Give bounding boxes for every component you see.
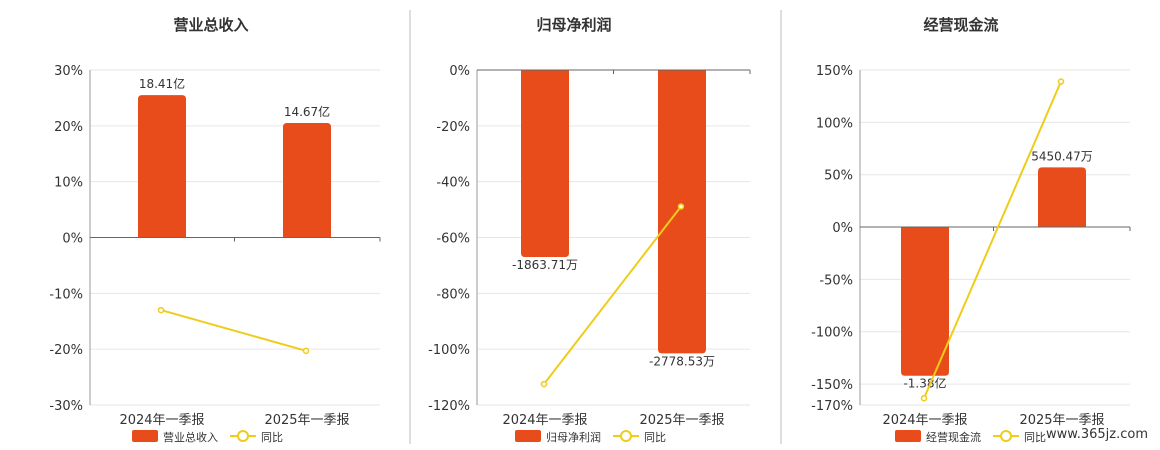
chart-title: 归母净利润	[536, 16, 611, 34]
bar-2	[658, 70, 706, 354]
legend: 归母净利润 同比	[515, 430, 666, 444]
yoy-point-2	[302, 347, 310, 355]
yoy-line	[923, 81, 1062, 399]
legend: 营业总收入 同比	[132, 430, 283, 444]
chart-panel-1: 营业总收入 30% 20% 10% 0% -10% -20% -30% 18.41亿 14.67亿…	[49, 16, 381, 444]
bar-2	[283, 123, 331, 238]
x-tick-label: 2024年一季报	[882, 413, 967, 428]
legend-bar-label: 营业总收入	[163, 430, 218, 444]
yoy-line	[160, 309, 307, 352]
legend-line-marker	[237, 430, 249, 442]
yoy-point-1	[540, 380, 548, 388]
yoy-point-2	[1057, 78, 1065, 85]
chart-panel-3: 经营现金流 150% 100% 50% 0% -50% -100% -150% -170% -1.…	[811, 16, 1131, 444]
y-tick-label: -60%	[436, 232, 470, 247]
y-tick-label: -10%	[49, 287, 83, 302]
bar-2	[1038, 167, 1086, 228]
bar-1	[138, 95, 186, 238]
bar-data-label: 5450.47万	[1031, 149, 1093, 163]
y-tick-label: -40%	[436, 176, 470, 191]
bar-data-label: 18.41亿	[139, 76, 185, 91]
y-tick-label: -100%	[428, 343, 470, 358]
y-tick-label: 50%	[824, 169, 853, 184]
x-tick-label: 2025年一季报	[1019, 413, 1104, 428]
y-tick-label: -30%	[49, 399, 83, 414]
legend-line-label: 同比	[261, 431, 283, 444]
bar-1	[521, 70, 569, 258]
y-tick-label: -50%	[819, 273, 853, 288]
yoy-point-1	[920, 394, 928, 402]
y-tick-label: -20%	[436, 120, 470, 135]
y-tick-label: -100%	[811, 326, 853, 341]
y-tick-label: -120%	[428, 399, 470, 414]
bar-data-label: -1.38亿	[903, 376, 946, 391]
bar-data-label: -2778.53万	[649, 354, 715, 368]
y-tick-label: -170%	[811, 399, 853, 414]
x-tick-label: 2024年一季报	[502, 413, 587, 428]
legend-line-label: 同比	[644, 431, 666, 444]
bar-data-label: 14.67亿	[284, 104, 330, 119]
y-tick-label: 100%	[816, 116, 853, 131]
y-tick-label: -20%	[49, 343, 83, 358]
legend-line-marker	[1000, 430, 1012, 442]
x-tick-label: 2025年一季报	[264, 413, 349, 428]
y-tick-label: -150%	[811, 378, 853, 393]
legend-bar-swatch	[895, 430, 921, 442]
yoy-line	[543, 205, 682, 385]
legend-bar-swatch	[515, 430, 541, 442]
y-tick-label: 20%	[54, 120, 83, 135]
legend-bar-swatch	[132, 430, 158, 442]
y-tick-label: 30%	[54, 64, 83, 79]
y-tick-label: 10%	[54, 176, 83, 191]
legend-line-marker	[620, 430, 632, 442]
chart-title: 营业总收入	[173, 16, 248, 34]
chart-title: 经营现金流	[923, 16, 998, 34]
watermark: www.365jz.com	[1046, 427, 1148, 442]
y-tick-label: 0%	[62, 232, 83, 247]
yoy-point-1	[157, 306, 165, 314]
y-tick-label: 0%	[449, 64, 470, 79]
y-tick-label: -80%	[436, 287, 470, 302]
x-tick-label: 2024年一季报	[119, 413, 204, 428]
bar-1	[901, 227, 949, 376]
bar-data-label: -1863.71万	[512, 258, 578, 272]
legend-bar-label: 经营现金流	[926, 430, 981, 444]
y-tick-label: 0%	[832, 221, 853, 236]
x-tick-label: 2025年一季报	[639, 413, 724, 428]
legend-line-label: 同比	[1024, 431, 1046, 444]
chart-panel-2: 归母净利润 0% -20% -40% -60% -80% -100% -120% -1863.7…	[428, 16, 751, 444]
yoy-point-2	[677, 203, 685, 210]
legend: 经营现金流 同比	[895, 430, 1046, 444]
legend-bar-label: 归母净利润	[546, 430, 601, 444]
y-tick-label: 150%	[816, 64, 853, 79]
